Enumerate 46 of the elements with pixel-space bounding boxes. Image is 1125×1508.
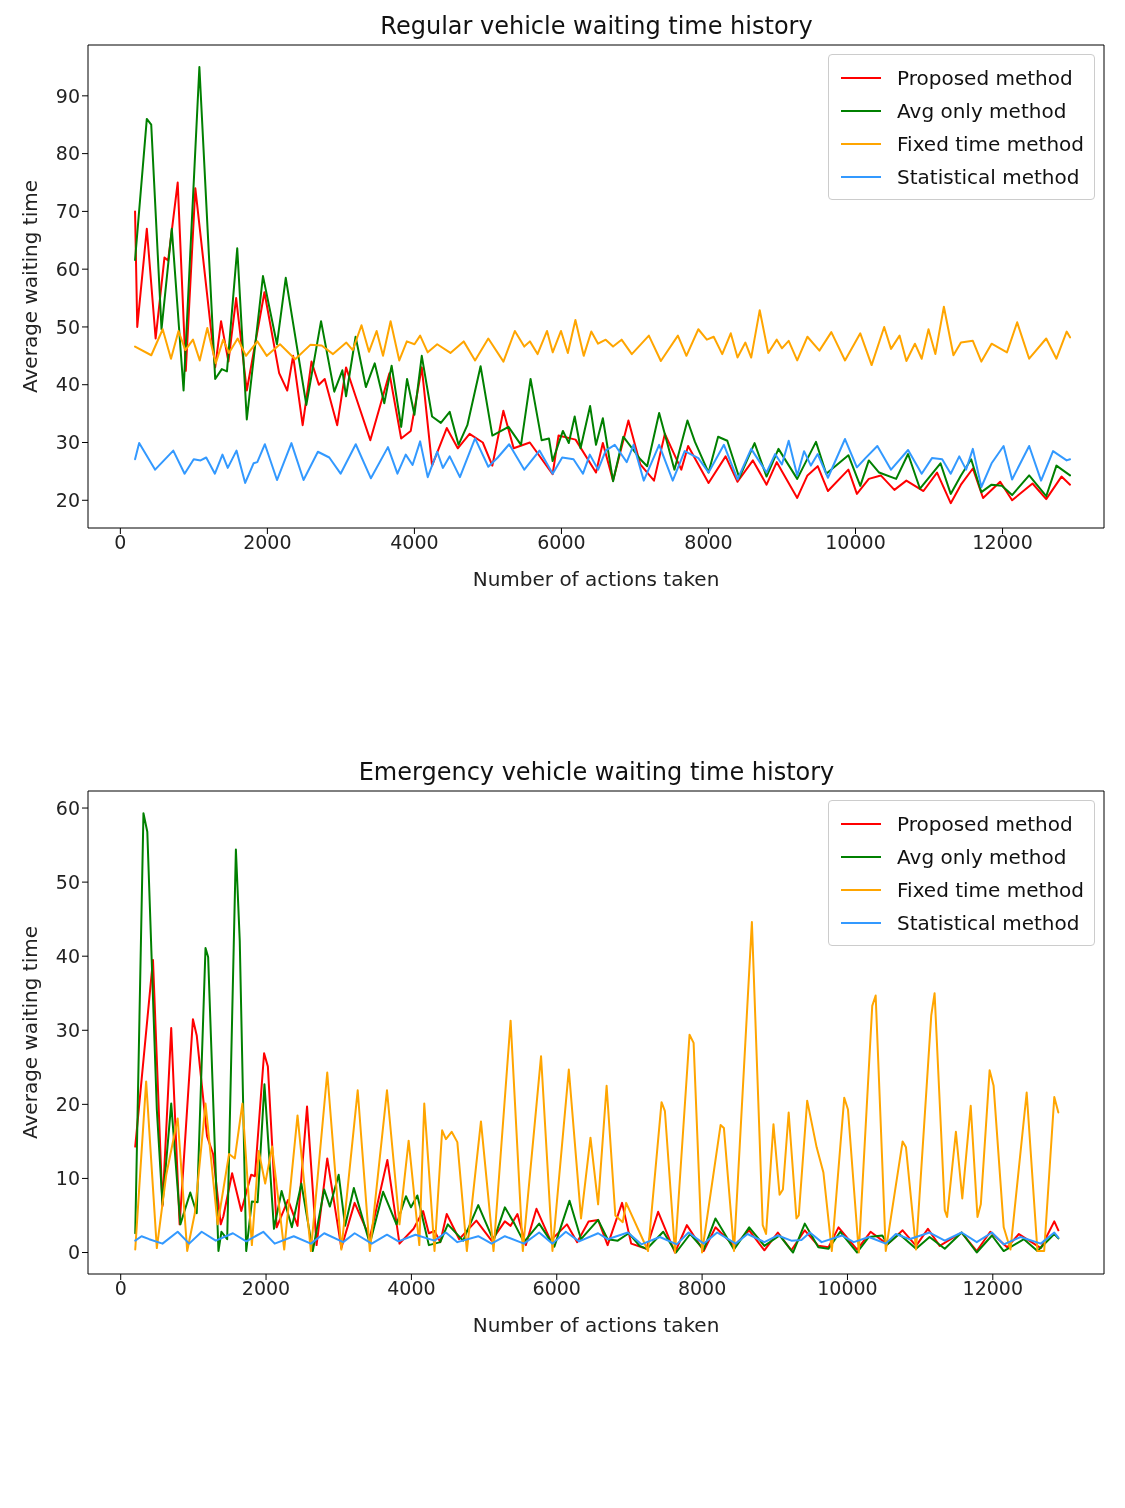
legend-label: Statistical method (897, 164, 1080, 189)
y-tick-label: 80 (55, 142, 80, 165)
x-tick-label: 8000 (677, 1277, 727, 1300)
x-axis-title: Number of actions taken (472, 567, 720, 591)
y-tick-label: 90 (55, 84, 80, 107)
x-tick-label: 10000 (825, 531, 886, 554)
y-tick-label: 60 (55, 796, 80, 819)
x-tick-label: 4000 (387, 1277, 436, 1300)
y-tick-label: 30 (55, 1019, 80, 1042)
y-axis-title: Average waiting time (18, 926, 43, 1139)
x-tick-label: 6000 (532, 1277, 581, 1300)
line-series (134, 1230, 1060, 1246)
legend-label: Fixed time method (897, 877, 1084, 902)
legend-label: Proposed method (897, 811, 1073, 836)
x-tick-label: 2000 (243, 531, 292, 554)
legend-label: Proposed method (897, 65, 1073, 90)
line-series (134, 437, 1072, 488)
x-tick-label: 4000 (390, 531, 439, 554)
x-tick-label: 10000 (817, 1277, 878, 1300)
legend-label: Fixed time method (897, 131, 1084, 156)
x-tick-label: 6000 (537, 531, 586, 554)
y-tick-label: 40 (55, 944, 80, 967)
x-tick-label: 12000 (972, 531, 1033, 554)
chart-title: Regular vehicle waiting time history (379, 11, 814, 42)
x-tick-label: 8000 (684, 531, 733, 554)
chart-title: Emergency vehicle waiting time history (357, 757, 836, 788)
legend-label: Avg only method (897, 844, 1067, 869)
y-tick-label: 30 (55, 431, 80, 454)
y-tick-label: 40 (55, 373, 80, 396)
legend-label: Avg only method (897, 98, 1067, 123)
legend-label: Statistical method (897, 910, 1080, 935)
x-axis-title: Number of actions taken (472, 1313, 720, 1337)
y-tick-label: 20 (55, 489, 80, 512)
y-tick-label: 70 (55, 200, 80, 223)
y-tick-label: 50 (55, 870, 80, 893)
x-tick-label: 0 (114, 531, 127, 554)
x-tick-label: 0 (114, 1277, 127, 1300)
y-tick-label: 20 (55, 1093, 80, 1116)
y-tick-label: 10 (55, 1167, 80, 1190)
y-tick-label: 50 (55, 315, 80, 338)
x-tick-label: 12000 (962, 1277, 1024, 1300)
y-axis-title: Average waiting time (18, 180, 43, 393)
line-series (134, 305, 1072, 367)
x-tick-label: 2000 (241, 1277, 291, 1300)
y-tick-label: 0 (67, 1241, 80, 1264)
y-tick-label: 60 (55, 257, 80, 280)
